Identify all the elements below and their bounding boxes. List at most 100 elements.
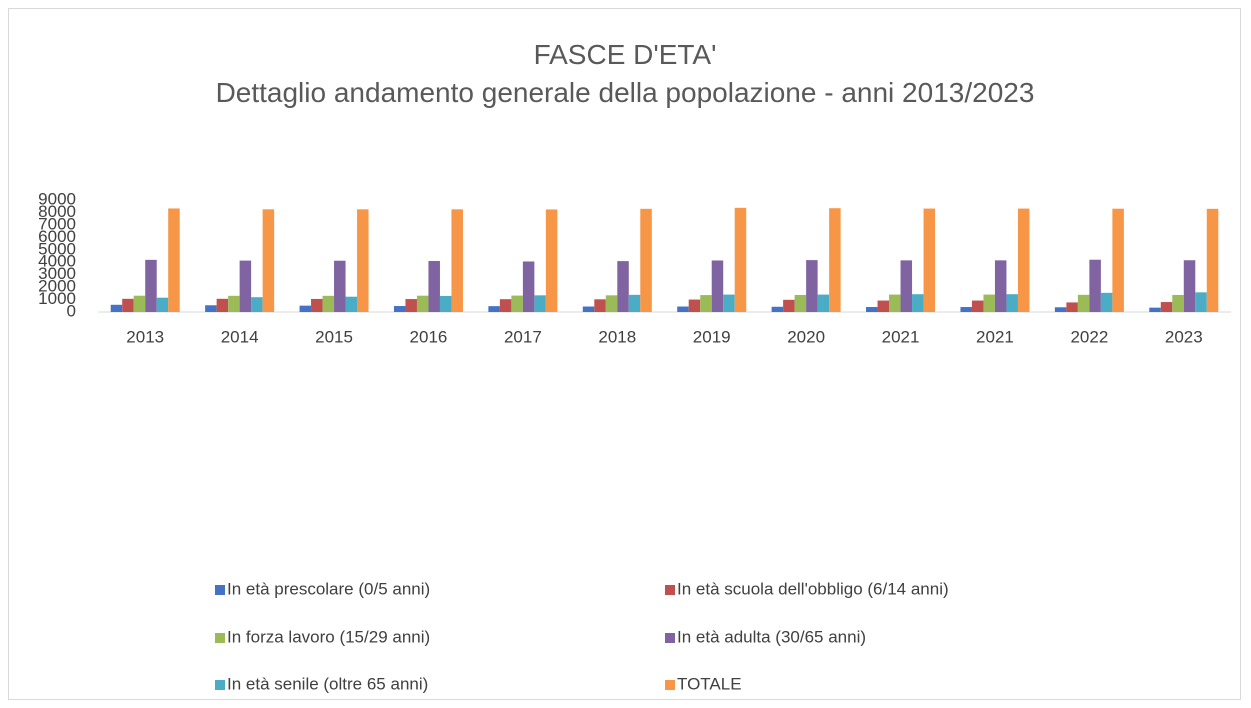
bar — [688, 299, 701, 312]
bar — [1195, 292, 1207, 312]
bar — [582, 306, 595, 312]
bar — [133, 295, 146, 312]
bar — [700, 295, 712, 312]
bar — [806, 260, 818, 312]
bar — [723, 294, 735, 312]
bar — [971, 300, 984, 312]
bar — [122, 298, 134, 312]
legend-label: In età prescolare (0/5 anni) — [227, 579, 430, 598]
bar — [617, 261, 629, 312]
bar — [110, 304, 123, 312]
x-tick-label: 2014 — [221, 327, 259, 346]
x-tick-label: 2019 — [693, 327, 731, 346]
bar — [1066, 302, 1078, 312]
bar — [877, 300, 890, 312]
bar — [1112, 208, 1124, 312]
x-tick-label: 2017 — [504, 327, 542, 346]
bar — [1054, 307, 1067, 312]
legend-label: In forza lavoro (15/29 anni) — [227, 627, 430, 646]
bar — [866, 307, 878, 312]
bar — [1017, 208, 1030, 312]
bar — [439, 295, 452, 312]
x-tick-label: 2013 — [126, 327, 164, 346]
legend-swatch — [215, 633, 225, 643]
y-tick-label: 6000 — [38, 227, 76, 246]
bar — [1100, 292, 1113, 312]
bar — [262, 209, 275, 312]
y-tick-label: 8000 — [38, 202, 76, 221]
bar — [416, 295, 429, 312]
legend-swatch — [665, 633, 675, 643]
bar — [605, 295, 618, 312]
bar — [594, 299, 606, 312]
y-tick-label: 9000 — [38, 189, 76, 208]
bar — [345, 296, 358, 312]
bar — [960, 307, 972, 312]
bar — [677, 306, 689, 312]
bar — [1172, 294, 1184, 312]
bar — [488, 306, 500, 312]
bar — [299, 305, 312, 312]
bar — [156, 297, 169, 312]
bar — [794, 294, 807, 312]
bar — [451, 209, 463, 312]
bar — [1183, 260, 1196, 312]
bar — [428, 260, 440, 312]
bar — [983, 294, 995, 312]
legend-swatch — [665, 585, 675, 595]
y-tick-label: 0 — [67, 301, 76, 320]
bar — [216, 298, 229, 312]
bar — [1006, 294, 1018, 312]
bar — [829, 208, 841, 312]
bar — [1149, 307, 1161, 312]
bar — [334, 260, 346, 312]
x-tick-label: 2022 — [1070, 327, 1108, 346]
y-tick-label: 3000 — [38, 264, 76, 283]
bar — [783, 299, 795, 312]
bar — [1089, 259, 1101, 312]
y-tick-label: 4000 — [38, 252, 76, 271]
x-tick-label: 2021 — [882, 327, 920, 346]
bar — [322, 295, 335, 312]
titles: FASCE D'ETA' Dettaglio andamento general… — [185, 36, 1065, 112]
bar — [923, 208, 936, 312]
x-tick-label: 2021 — [976, 327, 1014, 346]
bar — [734, 207, 747, 312]
chart-subtitle: Dettaglio andamento generale della popol… — [215, 77, 1035, 108]
bar — [393, 306, 406, 312]
bar — [239, 260, 252, 312]
legend-label: TOTALE — [677, 674, 742, 693]
legend-label: In età adulta (30/65 anni) — [677, 627, 866, 646]
legend-label: In età scuola dell'obbligo (6/14 anni) — [677, 579, 949, 598]
bar — [534, 295, 546, 312]
bar — [711, 260, 724, 312]
bar — [900, 260, 913, 312]
bar — [311, 298, 323, 312]
bar — [1160, 302, 1173, 312]
bar — [640, 208, 652, 312]
bar — [499, 299, 512, 312]
legend-label: In età senile (oltre 65 anni) — [227, 674, 428, 693]
x-tick-label: 2018 — [598, 327, 636, 346]
y-tick-label: 7000 — [38, 214, 76, 233]
bar — [771, 306, 784, 312]
chart-title: FASCE D'ETA' — [533, 39, 717, 70]
bar — [1206, 208, 1219, 312]
bar — [145, 259, 157, 312]
bar — [228, 295, 240, 312]
bar — [912, 294, 924, 312]
legend-swatch — [215, 680, 225, 690]
x-tick-label: 2020 — [787, 327, 825, 346]
bar — [994, 260, 1007, 312]
bar — [545, 209, 558, 312]
bar — [817, 294, 830, 312]
bar — [405, 299, 417, 312]
y-tick-label: 1000 — [38, 289, 76, 308]
bar — [511, 295, 523, 312]
bar — [889, 294, 901, 312]
bar — [251, 297, 263, 312]
chart-frame — [8, 8, 1241, 700]
bar — [1077, 294, 1090, 312]
y-tick-label: 2000 — [38, 277, 76, 296]
